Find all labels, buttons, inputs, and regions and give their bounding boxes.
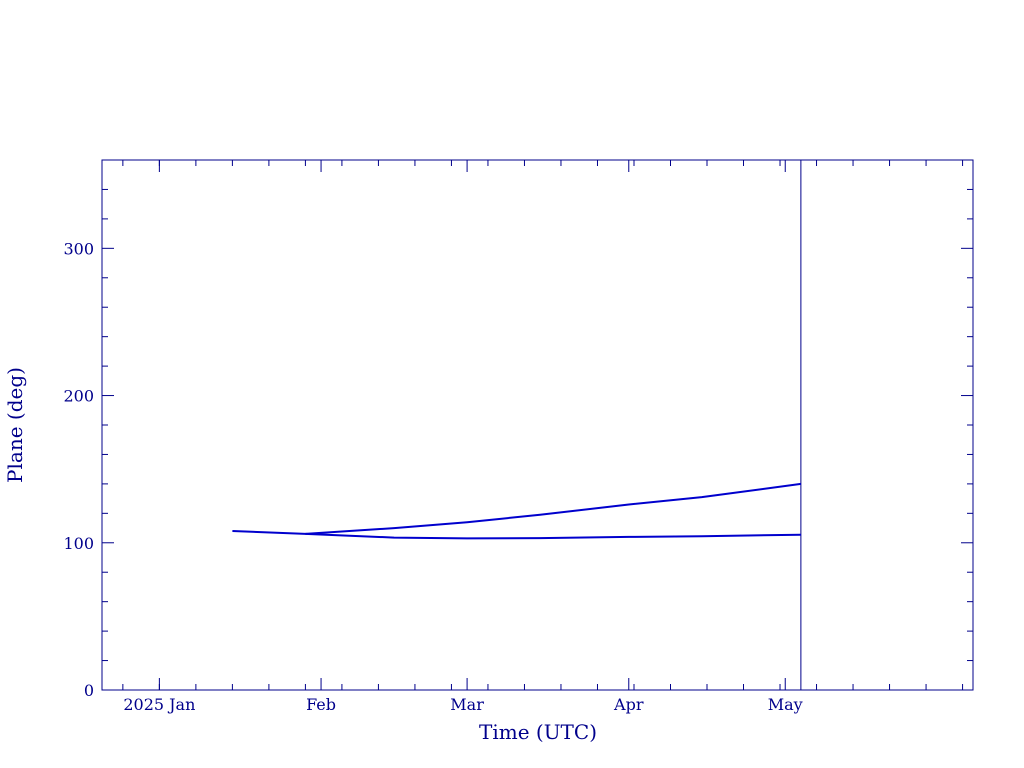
y-axis-title: Plane (deg) <box>3 367 27 483</box>
x-tick-label: May <box>768 695 803 714</box>
y-tick-label: 0 <box>84 681 94 700</box>
plot-frame <box>101 159 974 691</box>
y-tick-label: 100 <box>63 534 94 553</box>
x-tick-label: 2025 Jan <box>123 695 195 714</box>
x-tick-label: Mar <box>450 695 484 714</box>
y-tick-label: 300 <box>63 239 94 258</box>
axes <box>101 159 974 691</box>
y-tick-label: 200 <box>63 387 94 406</box>
series-line-1 <box>232 482 802 535</box>
labels-layer: Time (UTC) Plane (deg) 0 100 200 300 2025 Ja… <box>3 239 803 744</box>
series-line-2 <box>305 532 801 540</box>
x-tick-label: Feb <box>306 695 336 714</box>
x-tick-label: Apr <box>613 695 644 714</box>
series-layer <box>232 482 802 540</box>
x-axis-title: Time (UTC) <box>479 720 597 744</box>
